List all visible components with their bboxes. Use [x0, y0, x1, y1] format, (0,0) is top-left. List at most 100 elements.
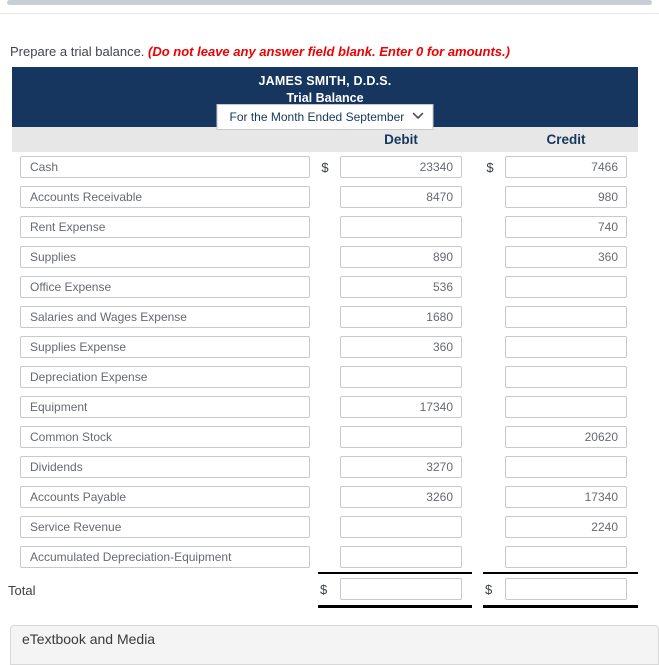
statement-header: JAMES SMITH, D.D.S. Trial Balance For th… — [12, 67, 638, 130]
table-row — [12, 242, 638, 272]
account-cell — [20, 246, 310, 268]
credit-input[interactable] — [505, 456, 627, 478]
account-cell — [20, 156, 310, 178]
account-cell — [20, 396, 310, 418]
account-cell — [20, 276, 310, 298]
account-input[interactable] — [20, 546, 310, 568]
debit-cell — [340, 546, 462, 568]
account-cell — [20, 186, 310, 208]
debit-input[interactable] — [340, 546, 462, 568]
debit-input[interactable] — [340, 156, 462, 178]
credit-input[interactable] — [505, 426, 627, 448]
account-cell — [20, 216, 310, 238]
credit-input[interactable] — [505, 156, 627, 178]
account-input[interactable] — [20, 426, 310, 448]
account-cell — [20, 456, 310, 478]
account-input[interactable] — [20, 216, 310, 238]
credit-input[interactable] — [505, 306, 627, 328]
table-row — [12, 422, 638, 452]
total-credit-currency-symbol: $ — [485, 581, 493, 597]
account-cell — [20, 306, 310, 328]
account-input[interactable] — [20, 246, 310, 268]
debit-input[interactable] — [340, 426, 462, 448]
table-row — [12, 212, 638, 242]
period-select[interactable]: For the Month Ended September 30 — [216, 104, 434, 130]
debit-cell — [340, 516, 462, 538]
debit-input[interactable] — [340, 186, 462, 208]
credit-input[interactable] — [505, 396, 627, 418]
etextbook-and-media-label: eTextbook and Media — [22, 631, 156, 647]
debit-input[interactable] — [340, 396, 462, 418]
account-input[interactable] — [20, 456, 310, 478]
debit-cell — [340, 276, 462, 298]
account-input[interactable] — [20, 276, 310, 298]
debit-input[interactable] — [340, 336, 462, 358]
credit-input[interactable] — [505, 336, 627, 358]
table-row — [12, 542, 638, 572]
total-debit-input[interactable] — [340, 578, 462, 600]
debit-column-header: Debit — [384, 132, 418, 147]
period-select-wrap: For the Month Ended September 30 — [216, 104, 434, 130]
table-row — [12, 452, 638, 482]
company-name: JAMES SMITH, D.D.S. — [258, 74, 392, 88]
table-row — [12, 182, 638, 212]
credit-cell — [505, 546, 627, 568]
credit-cell — [505, 276, 627, 298]
account-cell — [20, 336, 310, 358]
account-input[interactable] — [20, 186, 310, 208]
account-input[interactable] — [20, 336, 310, 358]
table-row — [12, 272, 638, 302]
credit-input[interactable] — [505, 216, 627, 238]
debit-cell — [340, 396, 462, 418]
debit-input[interactable] — [340, 486, 462, 508]
total-debit-cell — [340, 578, 462, 600]
debit-input[interactable] — [340, 516, 462, 538]
account-input[interactable] — [20, 306, 310, 328]
table-row — [12, 302, 638, 332]
total-debit-currency-symbol: $ — [320, 581, 328, 597]
total-credit-input[interactable] — [505, 578, 627, 600]
credit-input[interactable] — [505, 546, 627, 568]
horizontal-scrollbar[interactable] — [7, 0, 652, 5]
debit-input[interactable] — [340, 366, 462, 388]
credit-input[interactable] — [505, 516, 627, 538]
credit-input[interactable] — [505, 276, 627, 298]
account-input[interactable] — [20, 486, 310, 508]
account-input[interactable] — [20, 516, 310, 538]
account-input[interactable] — [20, 156, 310, 178]
account-cell — [20, 426, 310, 448]
account-input[interactable] — [20, 396, 310, 418]
debit-input[interactable] — [340, 306, 462, 328]
statement-title: Trial Balance — [286, 91, 364, 105]
etextbook-and-media-section[interactable]: eTextbook and Media — [10, 625, 659, 665]
debit-input[interactable] — [340, 216, 462, 238]
table-row — [12, 362, 638, 392]
table-row: $ $ — [12, 152, 638, 182]
credit-cell — [505, 336, 627, 358]
credit-input[interactable] — [505, 186, 627, 208]
debit-currency-symbol: $ — [321, 159, 329, 175]
top-divider — [0, 13, 659, 14]
credit-cell — [505, 426, 627, 448]
debit-cell — [340, 426, 462, 448]
credit-currency-symbol: $ — [486, 159, 494, 175]
instruction-text: Prepare a trial balance. (Do not leave a… — [10, 44, 510, 59]
debit-cell — [340, 306, 462, 328]
total-credit-group: $ — [483, 572, 638, 608]
account-input[interactable] — [20, 366, 310, 388]
table-row — [12, 482, 638, 512]
debit-input[interactable] — [340, 246, 462, 268]
total-label: Total — [8, 582, 36, 598]
credit-input[interactable] — [505, 486, 627, 508]
total-row: Total $ $ — [8, 572, 638, 608]
debit-input[interactable] — [340, 276, 462, 298]
debit-cell — [340, 186, 462, 208]
credit-input[interactable] — [505, 246, 627, 268]
credit-cell — [505, 366, 627, 388]
trial-balance-sheet: JAMES SMITH, D.D.S. Trial Balance For th… — [8, 67, 638, 608]
debit-cell — [340, 216, 462, 238]
debit-input[interactable] — [340, 456, 462, 478]
total-debit-group: $ — [318, 572, 472, 608]
debit-cell — [340, 366, 462, 388]
credit-input[interactable] — [505, 366, 627, 388]
